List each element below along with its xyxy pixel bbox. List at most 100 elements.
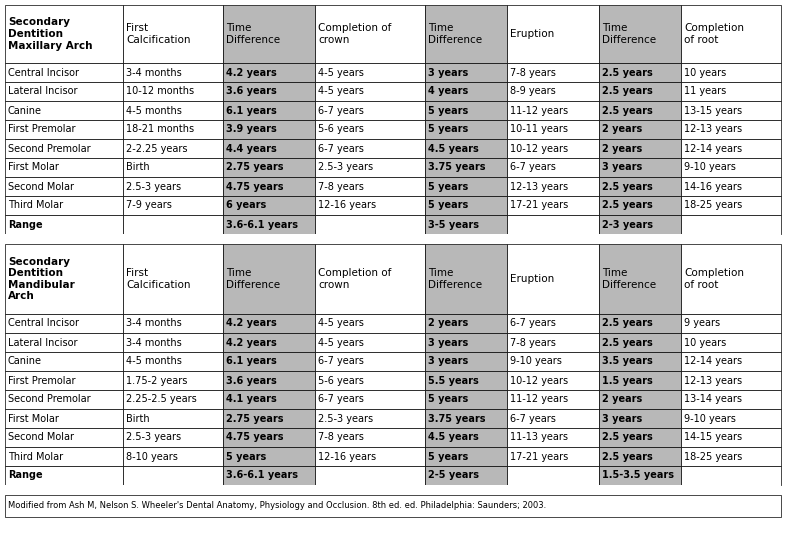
Bar bbox=[425, 244, 507, 314]
Bar bbox=[507, 5, 599, 63]
Text: 6-7 years: 6-7 years bbox=[318, 356, 364, 367]
Bar bbox=[681, 352, 781, 371]
Text: 12-13 years: 12-13 years bbox=[684, 376, 742, 385]
Bar bbox=[123, 428, 223, 447]
Text: First
Calcification: First Calcification bbox=[126, 23, 191, 45]
Text: 2.5 years: 2.5 years bbox=[602, 106, 653, 115]
Text: 3.75 years: 3.75 years bbox=[428, 413, 486, 424]
Bar bbox=[123, 466, 223, 485]
Text: 3.6-6.1 years: 3.6-6.1 years bbox=[226, 219, 298, 230]
Bar bbox=[5, 234, 781, 244]
Bar bbox=[123, 139, 223, 158]
Bar bbox=[599, 333, 681, 352]
Bar bbox=[425, 352, 507, 371]
Bar bbox=[315, 139, 425, 158]
Text: 2.5 years: 2.5 years bbox=[602, 452, 653, 461]
Bar bbox=[507, 390, 599, 409]
Text: 2-2.25 years: 2-2.25 years bbox=[126, 143, 188, 154]
Text: Range: Range bbox=[8, 471, 43, 480]
Bar bbox=[5, 120, 123, 139]
Bar bbox=[681, 82, 781, 101]
Text: 6-7 years: 6-7 years bbox=[318, 106, 364, 115]
Text: 4-5 years: 4-5 years bbox=[318, 86, 364, 96]
Text: 3 years: 3 years bbox=[602, 162, 642, 172]
Bar bbox=[223, 447, 315, 466]
Text: Second Premolar: Second Premolar bbox=[8, 143, 91, 154]
Bar bbox=[681, 63, 781, 82]
Text: 9 years: 9 years bbox=[684, 319, 720, 328]
Bar bbox=[599, 314, 681, 333]
Bar bbox=[315, 333, 425, 352]
Bar bbox=[5, 215, 123, 234]
Bar bbox=[599, 82, 681, 101]
Bar bbox=[507, 428, 599, 447]
Bar bbox=[425, 82, 507, 101]
Bar bbox=[681, 196, 781, 215]
Bar bbox=[315, 5, 425, 63]
Text: 2 years: 2 years bbox=[602, 125, 642, 135]
Bar bbox=[425, 314, 507, 333]
Text: 3-4 months: 3-4 months bbox=[126, 67, 182, 78]
Text: 6.1 years: 6.1 years bbox=[226, 106, 277, 115]
Bar bbox=[599, 466, 681, 485]
Bar bbox=[315, 196, 425, 215]
Text: 9-10 years: 9-10 years bbox=[684, 162, 736, 172]
Bar bbox=[223, 428, 315, 447]
Text: Lateral Incisor: Lateral Incisor bbox=[8, 86, 77, 96]
Bar bbox=[681, 314, 781, 333]
Text: 2.5 years: 2.5 years bbox=[602, 432, 653, 443]
Bar bbox=[507, 101, 599, 120]
Text: Time
Difference: Time Difference bbox=[428, 268, 482, 290]
Text: 11-13 years: 11-13 years bbox=[510, 432, 568, 443]
Text: 5 years: 5 years bbox=[428, 125, 468, 135]
Text: 3.6 years: 3.6 years bbox=[226, 376, 277, 385]
Text: 17-21 years: 17-21 years bbox=[510, 452, 568, 461]
Bar bbox=[223, 177, 315, 196]
Bar bbox=[315, 101, 425, 120]
Text: 18-21 months: 18-21 months bbox=[126, 125, 194, 135]
Bar bbox=[223, 215, 315, 234]
Text: 2 years: 2 years bbox=[602, 395, 642, 404]
Bar bbox=[315, 177, 425, 196]
Text: 3.9 years: 3.9 years bbox=[226, 125, 277, 135]
Text: First Premolar: First Premolar bbox=[8, 125, 76, 135]
Bar bbox=[507, 158, 599, 177]
Bar bbox=[599, 139, 681, 158]
Text: 4.2 years: 4.2 years bbox=[226, 337, 277, 348]
Bar bbox=[315, 428, 425, 447]
Text: 4.75 years: 4.75 years bbox=[226, 432, 284, 443]
Text: 10-12 years: 10-12 years bbox=[510, 143, 568, 154]
Bar bbox=[681, 5, 781, 63]
Bar bbox=[599, 215, 681, 234]
Text: 10-11 years: 10-11 years bbox=[510, 125, 568, 135]
Text: 4.75 years: 4.75 years bbox=[226, 182, 284, 191]
Bar bbox=[681, 466, 781, 485]
Bar bbox=[5, 428, 123, 447]
Bar bbox=[5, 333, 123, 352]
Bar bbox=[123, 177, 223, 196]
Text: 12-13 years: 12-13 years bbox=[684, 125, 742, 135]
Bar bbox=[507, 82, 599, 101]
Bar bbox=[223, 314, 315, 333]
Bar bbox=[507, 447, 599, 466]
Text: 6.1 years: 6.1 years bbox=[226, 356, 277, 367]
Text: 2.25-2.5 years: 2.25-2.5 years bbox=[126, 395, 196, 404]
Text: 12-16 years: 12-16 years bbox=[318, 452, 376, 461]
Bar bbox=[123, 314, 223, 333]
Bar bbox=[507, 352, 599, 371]
Text: 13-15 years: 13-15 years bbox=[684, 106, 742, 115]
Text: Second Premolar: Second Premolar bbox=[8, 395, 91, 404]
Text: 2.5-3 years: 2.5-3 years bbox=[126, 432, 181, 443]
Bar bbox=[315, 158, 425, 177]
Bar bbox=[315, 409, 425, 428]
Bar bbox=[123, 244, 223, 314]
Bar bbox=[5, 196, 123, 215]
Text: 2.5 years: 2.5 years bbox=[602, 319, 653, 328]
Text: 10 years: 10 years bbox=[684, 67, 727, 78]
Text: 3-5 years: 3-5 years bbox=[428, 219, 479, 230]
Text: Eruption: Eruption bbox=[510, 274, 554, 284]
Bar bbox=[315, 314, 425, 333]
Bar bbox=[223, 371, 315, 390]
Text: Range: Range bbox=[8, 219, 43, 230]
Bar bbox=[123, 371, 223, 390]
